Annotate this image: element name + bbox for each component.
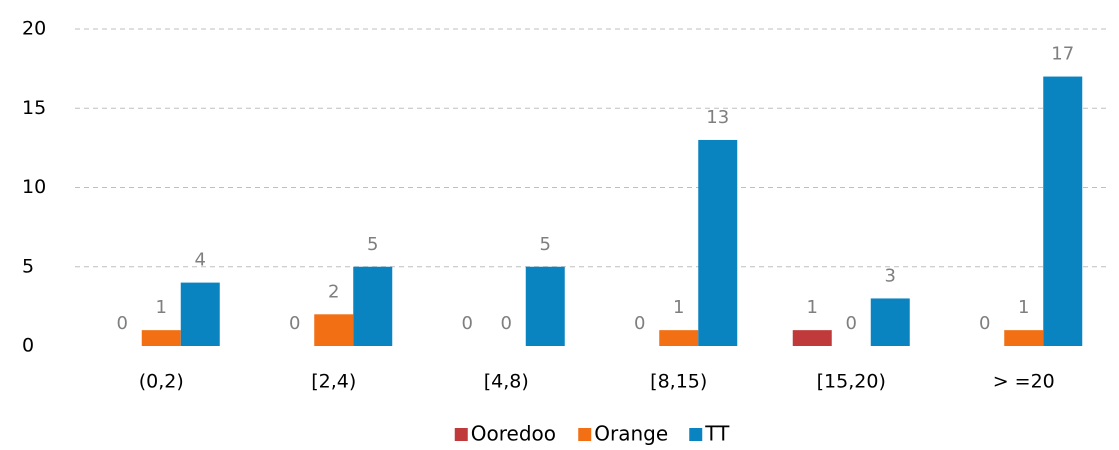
y-tick-label: 0	[22, 335, 34, 357]
bar	[698, 139, 738, 346]
y-tick-label: 20	[22, 18, 46, 40]
x-tick-label: [8,15)	[650, 371, 707, 393]
y-tick-label: 10	[22, 176, 46, 198]
data-label: 5	[540, 234, 551, 255]
legend-label: Ooredoo	[471, 422, 556, 446]
x-tick-label: (0,2)	[139, 371, 184, 393]
y-tick-label: 15	[22, 97, 46, 119]
bar	[141, 330, 181, 346]
x-tick-label: > =20	[993, 371, 1055, 393]
bar	[525, 266, 565, 346]
bar	[353, 266, 393, 346]
bar	[1043, 76, 1083, 347]
legend-swatch	[578, 428, 592, 441]
data-label: 0	[501, 313, 512, 334]
x-tick-label: [15,20)	[817, 371, 886, 393]
data-label: 0	[634, 313, 645, 334]
data-label: 1	[156, 297, 167, 318]
data-label: 0	[846, 313, 857, 334]
data-label: 1	[673, 297, 684, 318]
x-tick-label: [4,8)	[484, 371, 529, 393]
data-label: 13	[706, 107, 729, 128]
y-tick-label: 5	[22, 255, 34, 277]
legend-label: TT	[704, 422, 730, 446]
data-label: 2	[328, 281, 339, 302]
bar	[792, 330, 832, 346]
data-label: 5	[367, 234, 378, 255]
data-label: 4	[195, 250, 206, 271]
x-tick-label: [2,4)	[311, 371, 356, 393]
bar	[180, 282, 220, 346]
data-label: 0	[117, 313, 128, 334]
legend-swatch	[454, 428, 468, 441]
data-label: 0	[462, 313, 473, 334]
data-label: 0	[289, 313, 300, 334]
data-label: 3	[885, 265, 896, 286]
legend-label: Orange	[594, 422, 668, 446]
data-label: 1	[1018, 297, 1029, 318]
legend-swatch	[689, 428, 703, 441]
bar	[314, 314, 354, 346]
data-label: 0	[979, 313, 990, 334]
bar	[659, 330, 699, 346]
bar	[1004, 330, 1044, 346]
bar	[870, 298, 910, 346]
data-label: 17	[1051, 44, 1074, 65]
data-label: 1	[807, 297, 818, 318]
